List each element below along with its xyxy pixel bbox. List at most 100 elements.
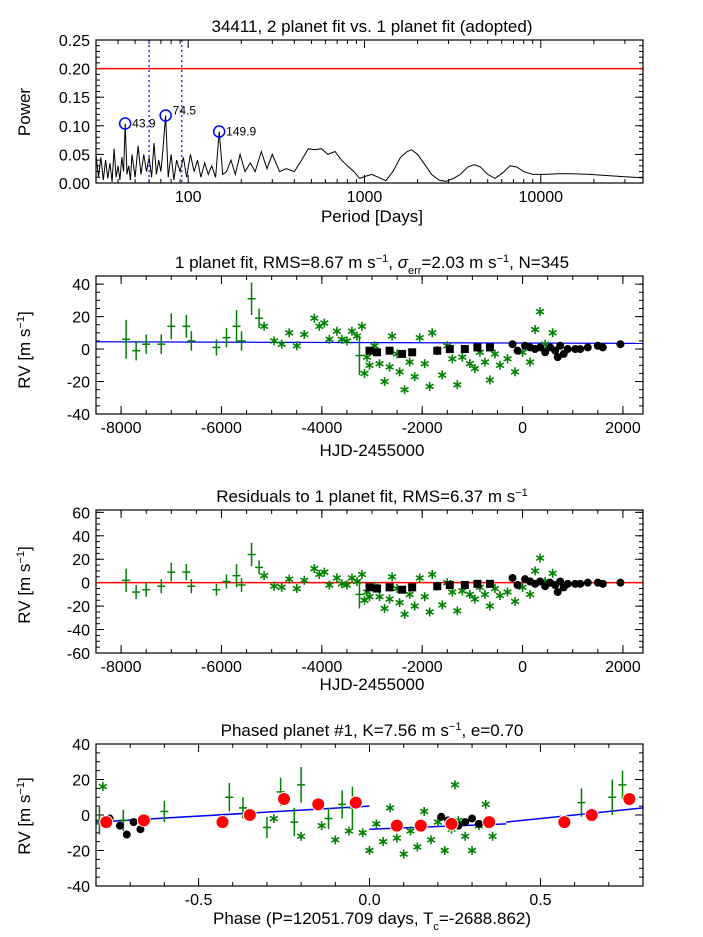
star-stroke <box>503 589 512 595</box>
star-point <box>503 587 512 597</box>
star-point <box>320 318 329 328</box>
x-tick-label: 0.5 <box>529 892 551 909</box>
star-point <box>510 596 520 606</box>
star-point <box>317 821 326 831</box>
star-point <box>485 375 495 385</box>
y-axis-label: RV [m s−1] <box>15 311 34 388</box>
star-stroke <box>365 847 374 854</box>
y-tick-label: 40 <box>72 737 90 754</box>
star-point <box>548 568 557 578</box>
star-point <box>535 307 545 317</box>
x-tick-label: -6000 <box>201 659 242 676</box>
star-point <box>437 600 447 610</box>
y-tick-label: 0.25 <box>59 33 90 50</box>
star-stroke <box>495 592 505 599</box>
star-point <box>440 846 450 855</box>
star-point <box>485 601 495 611</box>
dot-point <box>556 341 565 350</box>
x-axis-label: Period [Days] <box>321 207 423 226</box>
star-point <box>415 573 424 583</box>
errorbar-point <box>142 582 151 597</box>
star-point <box>465 589 475 599</box>
star-stroke <box>467 847 477 854</box>
star-stroke <box>400 611 409 618</box>
dot-point <box>553 353 562 362</box>
star-stroke <box>481 801 491 808</box>
dot-point <box>553 588 562 597</box>
y-tick-label: 0 <box>81 576 90 593</box>
binned-point <box>136 813 151 828</box>
star-point <box>419 806 429 816</box>
star-stroke <box>292 342 302 349</box>
star-stroke <box>437 372 447 378</box>
errorbar-point <box>338 790 347 819</box>
star-stroke <box>503 355 512 362</box>
chart-title: 34411, 2 planet fit vs. 1 planet fit (ad… <box>211 17 532 36</box>
star-stroke <box>331 836 340 843</box>
star-stroke <box>360 370 369 377</box>
star-point <box>325 334 334 344</box>
binned-point <box>242 808 257 822</box>
dot-point <box>536 577 545 586</box>
star-stroke <box>337 580 347 587</box>
star-point <box>415 333 424 343</box>
binned-point <box>389 818 404 833</box>
star-stroke <box>448 589 457 595</box>
axis-ticks: 100 1000 10000 0.00 0.05 0.10 0.15 0.20 0.25 <box>59 33 643 206</box>
star-point <box>420 592 429 602</box>
star-point <box>400 385 409 395</box>
x-tick-label: 0 <box>518 659 527 676</box>
star-stroke <box>325 336 334 343</box>
dot-point <box>563 579 572 588</box>
star-point <box>342 580 352 590</box>
plot-frame <box>95 39 644 184</box>
star-point <box>325 580 334 590</box>
star-stroke <box>440 847 450 854</box>
errorbar-point <box>225 783 234 812</box>
star-stroke <box>380 605 389 612</box>
errorbar-point <box>255 560 264 575</box>
star-point <box>378 837 388 847</box>
errorbar-point <box>324 807 333 830</box>
star-point <box>481 799 491 809</box>
star-stroke <box>450 781 460 788</box>
x-tick-label: 100 <box>175 189 202 206</box>
star-point <box>358 828 367 838</box>
star-point <box>299 329 309 339</box>
errorbar-point <box>122 568 131 593</box>
star-stroke <box>495 362 505 369</box>
star-stroke <box>315 571 324 578</box>
star-stroke <box>310 315 319 322</box>
star-point <box>395 598 404 608</box>
y-axis-label: Power <box>15 88 34 137</box>
star-point <box>460 831 470 841</box>
binned-point <box>622 792 637 807</box>
y-tick-label: -60 <box>67 646 90 663</box>
square-point <box>398 349 407 358</box>
star-stroke <box>548 329 557 336</box>
star-point <box>98 782 108 792</box>
star-stroke <box>510 598 520 605</box>
star-stroke <box>317 822 326 829</box>
errorbar-point <box>290 807 299 837</box>
plot-frame <box>95 275 644 415</box>
x-tick-label: -6000 <box>201 420 242 437</box>
star-stroke <box>400 386 409 393</box>
star-stroke <box>320 569 329 576</box>
star-point <box>380 603 389 613</box>
peak-circle <box>212 125 226 138</box>
star-point <box>352 577 362 586</box>
star-point <box>277 582 286 592</box>
dot-point <box>513 346 522 355</box>
dot-point <box>576 345 585 354</box>
star-point <box>387 331 397 341</box>
square-point <box>460 345 469 354</box>
star-point <box>470 594 480 604</box>
star-stroke <box>458 354 467 361</box>
star-stroke <box>535 555 545 562</box>
dot-point <box>129 818 138 827</box>
star-point <box>387 572 397 582</box>
plot-marks <box>95 767 644 859</box>
star-stroke <box>510 368 520 375</box>
star-stroke <box>337 336 347 343</box>
